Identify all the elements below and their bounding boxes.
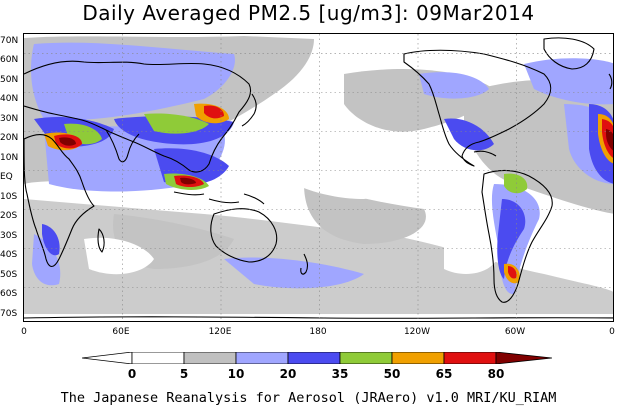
colorbar-seg-gt80: [495, 352, 552, 364]
colorbar-label-5: 5: [179, 367, 189, 381]
lat-label-40s: 40S: [0, 250, 18, 260]
darkred-westafrica: [606, 129, 613, 151]
lon-label-60e: 60E: [112, 327, 130, 337]
land-outlines: [24, 37, 613, 319]
haze-darkred-layer: [59, 129, 613, 185]
lon-label-60w: 60W: [504, 327, 526, 337]
colorbar-label-80: 80: [487, 367, 505, 381]
lat-label-70s: 70S: [0, 309, 18, 319]
lat-label-40n: 40N: [0, 94, 19, 104]
colorbar-seg-50-65: [391, 352, 445, 364]
colorbar-label-35: 35: [331, 367, 349, 381]
lightblue-southern: [224, 257, 364, 289]
lon-label-120w: 120W: [403, 327, 431, 337]
lat-label-30s: 30S: [0, 231, 18, 241]
colorbar-seg-65-80: [443, 352, 497, 364]
lat-label-20s: 20S: [0, 211, 18, 221]
blue-centralamerica: [444, 118, 494, 151]
colorbar-label-0: 0: [127, 367, 137, 381]
coastline-japan: [241, 93, 257, 127]
footer-credit: The Japanese Reanalysis for Aerosol (JRA…: [60, 390, 557, 406]
map-canvas: [24, 34, 613, 321]
coastline-newzealand: [300, 253, 309, 275]
colorbar-seg-10-20: [235, 352, 289, 364]
lon-label-180: 180: [309, 327, 327, 337]
lightblue-northpacific-east: [419, 72, 489, 99]
lat-label-20n: 20N: [0, 133, 19, 143]
coastline-indonesia: [173, 191, 265, 205]
colorbar-label-20: 20: [279, 367, 297, 381]
coastline-eurasia: [24, 60, 252, 173]
coastline-india: [105, 129, 140, 163]
lat-label-10n: 10N: [0, 153, 19, 163]
coastline-antarctica: [24, 316, 613, 319]
coastline-greenland: [543, 37, 595, 70]
colorbar-seg-5-10: [183, 352, 237, 364]
colorbar-label-50: 50: [383, 367, 401, 381]
lat-label-10s: 10S: [0, 192, 18, 202]
graticule: [24, 34, 613, 321]
colorbar-label-65: 65: [435, 367, 453, 381]
clear-south-pacific: [444, 232, 499, 274]
map-title: Daily Averaged PM2.5 [ug/m3]: 09Mar2014: [82, 1, 535, 25]
colorbar-seg-lt0: [82, 352, 133, 364]
coastline-madagascar: [97, 228, 105, 253]
lightblue-northatlantic: [524, 58, 613, 105]
green-china: [144, 113, 209, 134]
lat-label-eq: EQ: [0, 172, 13, 182]
green-amazon: [504, 173, 528, 194]
darkred-southeastasia: [180, 177, 196, 185]
lon-label-0-right: 0: [609, 327, 615, 337]
lon-label-0-left: 0: [21, 327, 27, 337]
blue-southafrica: [42, 224, 60, 256]
haze-gray-spacific: [304, 184, 426, 244]
lat-label-60s: 60S: [0, 289, 18, 299]
lat-label-50s: 50S: [0, 270, 18, 280]
colorbar: [82, 352, 552, 364]
clear-central-pacific: [248, 111, 395, 199]
lon-label-120e: 120E: [208, 327, 232, 337]
red-eastchina: [204, 105, 224, 119]
coastline-caribbean: [473, 150, 497, 157]
blue-southamerica: [497, 199, 526, 279]
colorbar-seg-35-50: [339, 352, 393, 364]
colorbar-seg-0-5: [131, 352, 185, 364]
darkred-india: [59, 137, 76, 146]
colorbar-seg-20-35: [287, 352, 341, 364]
coastline-northamerica: [403, 49, 552, 167]
lat-label-70n: 70N: [0, 36, 19, 46]
lat-label-60n: 60N: [0, 55, 19, 65]
coastline-africa: [24, 133, 95, 268]
red-patagonia: [508, 266, 517, 279]
coastline-southamerica: [481, 169, 553, 303]
lat-label-50n: 50N: [0, 75, 19, 85]
coastline-britishisles: [608, 73, 613, 90]
pm25-map: [23, 33, 614, 322]
colorbar-label-10: 10: [227, 367, 245, 381]
coastline-australia: [210, 208, 278, 263]
lat-label-30n: 30N: [0, 114, 19, 124]
clear-south-indian: [84, 237, 154, 275]
